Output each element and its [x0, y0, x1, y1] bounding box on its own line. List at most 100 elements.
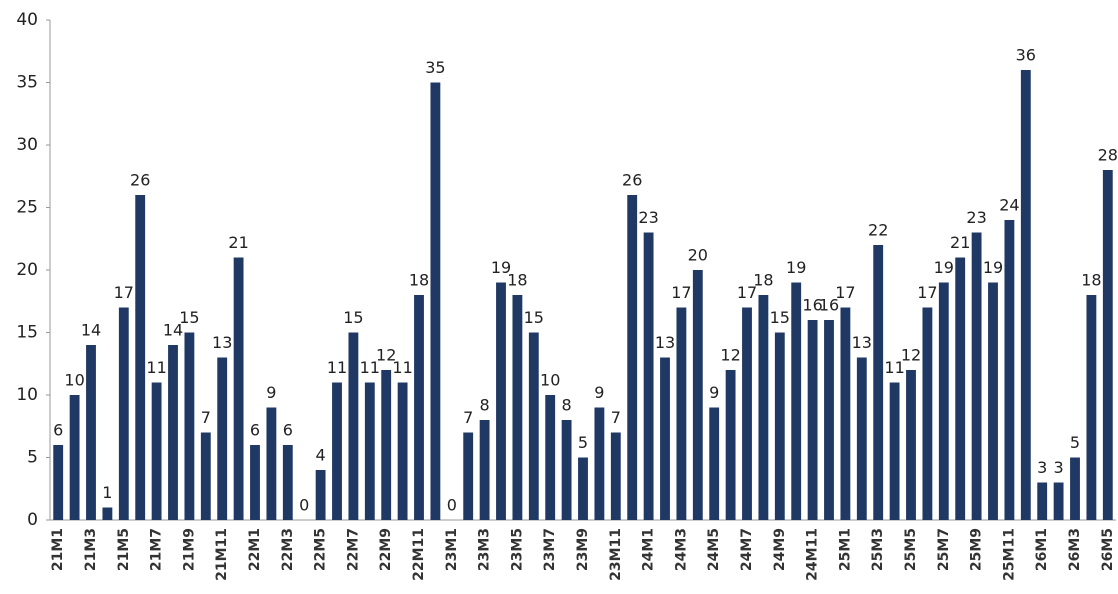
- bar: [742, 307, 752, 520]
- bar: [332, 382, 342, 520]
- data-label: 15: [524, 308, 544, 327]
- bar: [315, 470, 326, 520]
- data-label: 11: [146, 358, 166, 377]
- bar: [938, 282, 949, 520]
- data-label: 1: [102, 483, 112, 502]
- x-tick-label: 25M7: [936, 528, 952, 571]
- y-tick-label: 0: [27, 510, 38, 530]
- bar: [873, 245, 884, 520]
- bar: [168, 345, 178, 520]
- data-label: 5: [1070, 433, 1080, 452]
- data-label: 19: [786, 258, 806, 277]
- x-tick-label: 24M5: [706, 528, 722, 571]
- bar: [135, 195, 146, 520]
- data-label: 6: [250, 421, 260, 440]
- data-label: 19: [934, 258, 954, 277]
- data-label: 17: [737, 283, 757, 302]
- bar: [266, 407, 277, 520]
- bar: [53, 445, 64, 520]
- data-label: 14: [163, 321, 183, 340]
- data-label: 18: [753, 271, 773, 290]
- bar: [643, 232, 654, 520]
- data-label: 7: [201, 408, 211, 427]
- x-tick-label: 26M1: [1034, 528, 1050, 571]
- bar: [561, 420, 572, 520]
- bar: [348, 332, 359, 520]
- y-tick-label: 25: [16, 198, 38, 218]
- bar: [758, 295, 769, 520]
- bar: [1037, 482, 1048, 520]
- bar: [118, 307, 129, 520]
- y-tick-label: 35: [16, 73, 38, 93]
- data-label: 16: [802, 296, 822, 315]
- y-tick-label: 10: [16, 385, 38, 405]
- data-label: 16: [819, 296, 839, 315]
- data-label: 7: [463, 408, 473, 427]
- data-label: 12: [901, 346, 921, 365]
- data-label: 6: [283, 421, 293, 440]
- bar: [496, 282, 506, 520]
- bar: [627, 195, 638, 520]
- data-label: 18: [507, 271, 527, 290]
- data-label: 6: [53, 421, 63, 440]
- data-label: 23: [638, 208, 658, 227]
- x-tick-label: 26M5: [1100, 528, 1116, 571]
- x-tick-label: 23M7: [542, 528, 558, 571]
- x-tick-label: 21M5: [116, 528, 132, 571]
- data-label: 3: [1054, 458, 1064, 477]
- bar: [479, 420, 490, 520]
- bar: [971, 232, 982, 520]
- bar: [1053, 482, 1064, 520]
- x-tick-label: 24M9: [772, 528, 788, 571]
- data-label: 17: [114, 283, 134, 302]
- bar: [1004, 220, 1015, 520]
- data-label: 8: [562, 396, 572, 415]
- data-label: 19: [983, 258, 1003, 277]
- data-label: 3: [1037, 458, 1047, 477]
- bar: [217, 357, 228, 520]
- bar: [528, 332, 539, 520]
- bar: [414, 295, 424, 520]
- data-label: 26: [130, 171, 150, 190]
- bar: [840, 307, 851, 520]
- data-label: 15: [770, 308, 790, 327]
- bar: [1102, 170, 1113, 520]
- x-tick-label: 21M11: [214, 528, 230, 581]
- x-tick-label: 23M11: [608, 528, 624, 581]
- data-label: 0: [447, 496, 457, 515]
- data-label: 21: [228, 233, 248, 252]
- data-label: 12: [376, 346, 396, 365]
- bar: [856, 357, 867, 520]
- x-tick-label: 25M1: [837, 528, 853, 571]
- data-label: 9: [709, 383, 719, 402]
- bar: [545, 395, 556, 520]
- data-label: 5: [578, 433, 588, 452]
- bar: [610, 432, 621, 520]
- bar: [512, 295, 523, 520]
- x-tick-label: 24M11: [805, 528, 821, 581]
- x-tick-label: 23M5: [509, 528, 525, 571]
- data-label: 24: [999, 196, 1019, 215]
- data-label: 19: [491, 258, 511, 277]
- bar: [381, 370, 392, 520]
- bar: [807, 320, 818, 520]
- bar: [906, 370, 916, 520]
- data-label: 36: [1016, 46, 1036, 65]
- bar: [955, 257, 966, 520]
- x-tick-label: 22M7: [345, 528, 361, 571]
- data-label: 18: [1081, 271, 1101, 290]
- data-label: 35: [425, 58, 445, 77]
- x-tick-label: 24M1: [641, 528, 657, 571]
- data-label: 23: [966, 208, 986, 227]
- bar: [463, 432, 474, 520]
- data-label: 12: [720, 346, 740, 365]
- data-label: 14: [81, 321, 101, 340]
- x-tick-label: 22M9: [378, 528, 394, 571]
- bar: [430, 82, 441, 520]
- y-tick-label: 20: [16, 260, 38, 280]
- bar: [725, 370, 736, 520]
- x-tick-label: 22M11: [411, 528, 427, 581]
- x-tick-label: 21M3: [83, 528, 99, 571]
- data-label: 10: [64, 371, 84, 390]
